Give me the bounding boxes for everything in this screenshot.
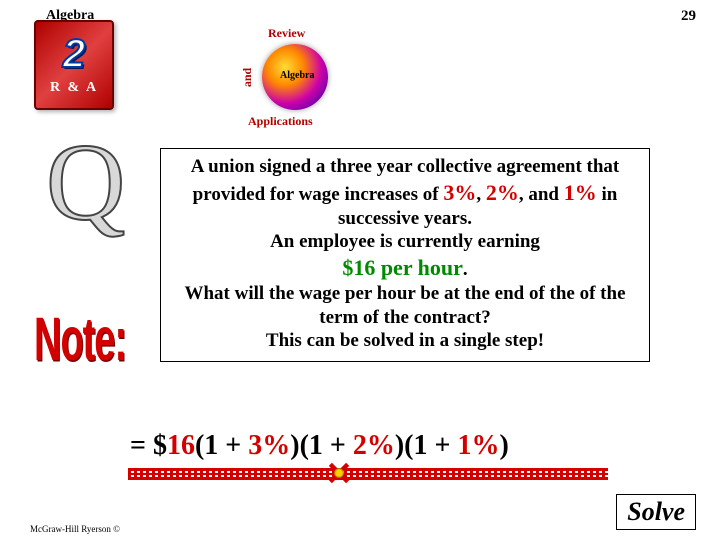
eq-f1b: 3% [248, 430, 290, 461]
pin-icon [326, 460, 352, 486]
note-label: Note: [34, 307, 126, 376]
question-box: A union signed a three year collective a… [160, 148, 650, 362]
page-number: 29 [681, 8, 696, 25]
sep-2: , and [519, 184, 564, 205]
eq-f1a: (1 + [195, 430, 248, 461]
eq-f3b: 1% [457, 430, 499, 461]
eq-f2c: )(1 + [395, 430, 458, 461]
medallion-center: Algebra [280, 70, 314, 81]
copyright: McGraw-Hill Ryerson © [30, 524, 120, 534]
eq-base: 16 [167, 430, 195, 461]
eq-f1c: )(1 + [290, 430, 353, 461]
question-text-2b: . [463, 259, 468, 280]
medallion-bottom: Applications [248, 114, 313, 129]
question-icon: Q [46, 138, 125, 226]
solve-button[interactable]: Solve [616, 494, 696, 530]
chapter-subtitle: R & A [50, 80, 98, 96]
question-note-line: This can be solved in a single step! [266, 330, 544, 351]
eq-f3c: ) [499, 430, 508, 461]
eq-f2b: 2% [353, 430, 395, 461]
pct-2: 2% [486, 180, 519, 205]
equation: = $16(1 + 3%)(1 + 2%)(1 + 1%) [130, 430, 509, 462]
medallion-top: Review [268, 26, 305, 41]
pct-3: 1% [564, 180, 597, 205]
review-applications-medallion: Review and Algebra Applications [240, 26, 350, 136]
equation-underline [128, 468, 608, 480]
eq-prefix: = $ [130, 430, 167, 461]
sep-1: , [476, 184, 486, 205]
rate-value: $16 per hour [342, 255, 463, 280]
chapter-number: 2 [63, 34, 85, 74]
medallion-left: and [240, 68, 255, 87]
question-text-2a: An employee is currently earning [270, 231, 540, 252]
pct-1: 3% [443, 180, 476, 205]
chapter-badge: 2 R & A [34, 20, 114, 110]
question-text-3: What will the wage per hour be at the en… [184, 283, 625, 328]
